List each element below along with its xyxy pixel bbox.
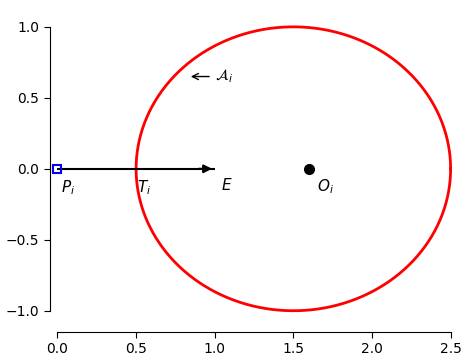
Text: $\mathcal{A}_i$: $\mathcal{A}_i$ — [192, 68, 233, 85]
Text: $E$: $E$ — [221, 177, 233, 193]
Text: $O_i$: $O_i$ — [317, 177, 334, 196]
Text: $P_i$: $P_i$ — [60, 179, 75, 197]
Text: $T_i$: $T_i$ — [137, 179, 151, 197]
